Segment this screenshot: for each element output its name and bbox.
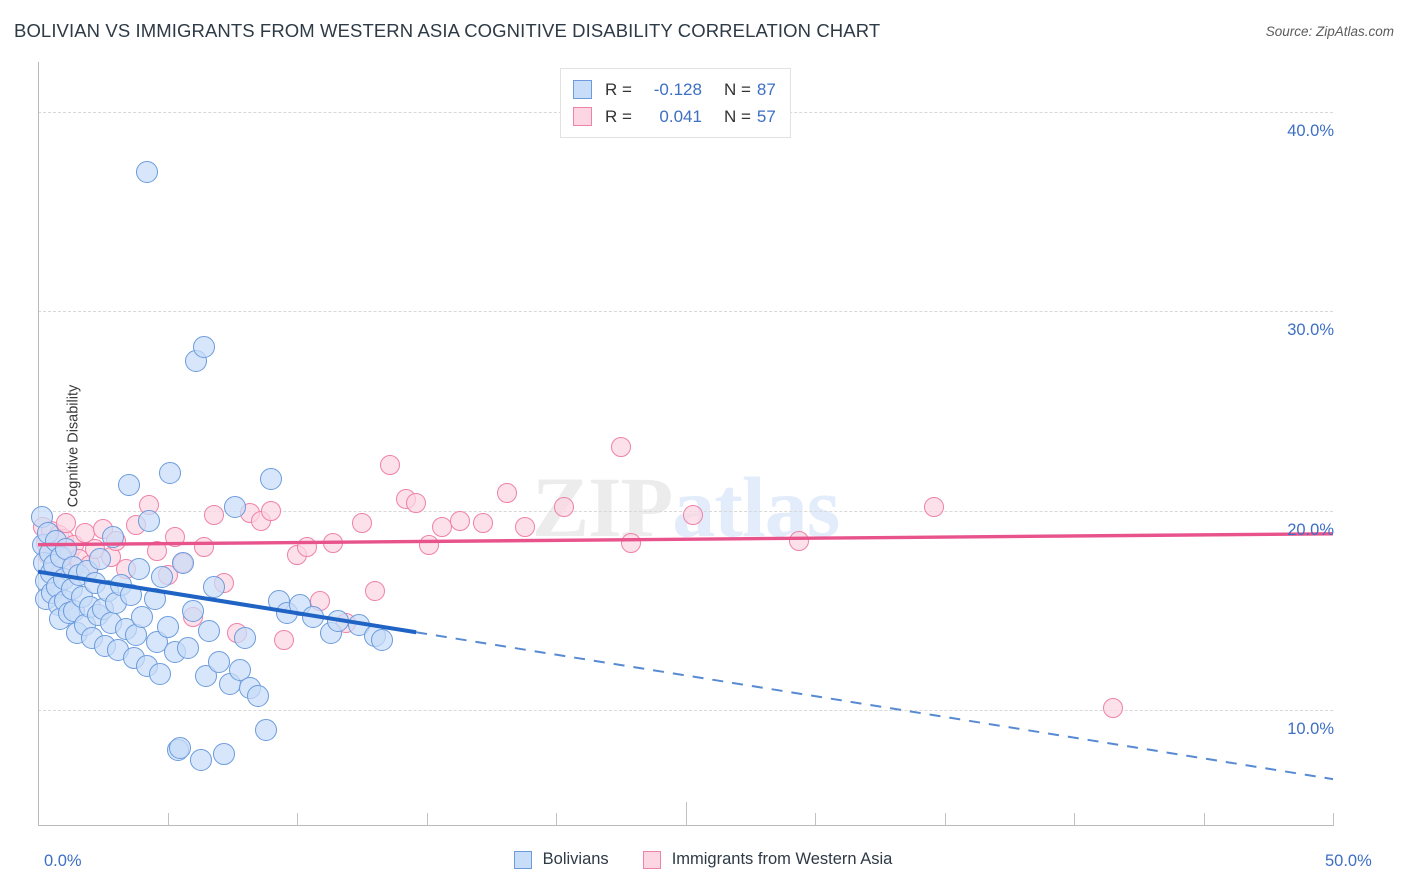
scatter-point[interactable] [169, 737, 192, 760]
scatter-point[interactable] [351, 512, 372, 533]
n-value: 57 [756, 106, 776, 126]
stats-row: R = 0.041 N = 57 [573, 103, 776, 130]
n-label: N = [723, 79, 751, 99]
scatter-point[interactable] [190, 749, 213, 772]
scatter-point[interactable] [496, 482, 517, 503]
scatter-point[interactable] [924, 496, 945, 517]
n-value: 87 [756, 79, 776, 99]
trend-lines [37, 532, 1334, 781]
x-tick-5 [167, 813, 169, 826]
scatter-point[interactable] [553, 496, 574, 517]
scatter-point[interactable] [177, 637, 200, 660]
y-axis-label: 40.0% [1287, 121, 1334, 140]
scatter-point[interactable] [165, 526, 186, 547]
scatter-point[interactable] [56, 512, 77, 533]
correlation-stats-legend: R = -0.128 N = 87 R = 0.041 N = 57 [560, 68, 791, 138]
x-tick-15 [426, 813, 428, 826]
scatter-point[interactable] [172, 551, 195, 574]
legend-swatch-icon [513, 850, 532, 869]
x-tick-25 [685, 802, 687, 826]
x-tick-30 [815, 813, 816, 826]
x-axis-line [38, 825, 1333, 826]
scatter-point[interactable] [473, 512, 494, 533]
r-value: 0.041 [659, 106, 702, 126]
x-axis-max-label: 50.0% [1325, 852, 1372, 870]
scatter-point[interactable] [364, 580, 385, 601]
scatter-point[interactable] [621, 532, 642, 553]
scatter-point[interactable] [89, 547, 112, 570]
x-tick-40 [1074, 813, 1075, 826]
scatter-point[interactable] [156, 615, 179, 638]
plot-area: ZIPatlas 40.0% 30.0% 20.0% 10.0% [30, 62, 1334, 826]
page-title: BOLIVIAN VS IMMIGRANTS FROM WESTERN ASIA… [14, 20, 881, 41]
scatter-point[interactable] [406, 492, 427, 513]
legend-item-bolivians[interactable]: Bolivians [513, 850, 609, 869]
scatter-point[interactable] [208, 651, 231, 674]
y-axis-title: Cognitive Disability [65, 384, 82, 508]
scatter-point[interactable] [203, 575, 226, 598]
scatter-point[interactable] [247, 685, 270, 708]
scatter-point[interactable] [380, 454, 401, 475]
scatter-point[interactable] [450, 510, 471, 531]
scatter-point[interactable] [213, 743, 236, 766]
scatter-point[interactable] [683, 504, 704, 525]
scatter-point[interactable] [274, 630, 295, 651]
scatter-point[interactable] [147, 540, 168, 561]
trend-line-dashed [415, 631, 1334, 781]
scatter-point[interactable] [151, 565, 174, 588]
x-tick-50 [1333, 813, 1334, 826]
scatter-point[interactable] [204, 504, 225, 525]
x-tick-10 [297, 813, 298, 826]
gridline-10 [38, 710, 1333, 712]
bolivians-swatch-icon [573, 80, 592, 99]
scatter-point[interactable] [182, 599, 205, 622]
legend-label: Immigrants from Western Asia [671, 850, 893, 868]
trend-line-solid [37, 569, 417, 635]
r-value: -0.128 [653, 79, 702, 99]
scatter-point[interactable] [789, 530, 810, 551]
y-axis-label: 20.0% [1287, 520, 1334, 539]
scatter-point[interactable] [148, 663, 171, 686]
y-axis-label: 10.0% [1287, 720, 1334, 739]
n-label: N = [723, 106, 751, 126]
scatter-point[interactable] [117, 473, 140, 496]
scatter-point[interactable] [130, 605, 153, 628]
x-tick-35 [944, 813, 946, 826]
scatter-point[interactable] [102, 525, 125, 548]
y-axis-line [38, 62, 39, 826]
y-axis-label: 30.0% [1287, 321, 1334, 340]
x-axis-min-label: 0.0% [44, 852, 82, 870]
scatter-point[interactable] [371, 629, 394, 652]
trend-line-solid [37, 532, 1334, 547]
source-label: Source: ZipAtlas.com [1265, 24, 1394, 39]
gridline-30 [38, 311, 1333, 313]
scatter-point[interactable] [254, 719, 277, 742]
scatter-point[interactable] [197, 619, 220, 642]
stats-row: R = -0.128 N = 87 [573, 76, 776, 103]
scatter-point[interactable] [261, 500, 282, 521]
r-label: R = [605, 106, 632, 126]
r-label: R = [605, 79, 632, 99]
scatter-point[interactable] [192, 336, 215, 359]
scatter-point[interactable] [260, 467, 283, 490]
scatter-point[interactable] [610, 436, 631, 457]
scatter-point[interactable] [135, 160, 158, 183]
series-legend: Bolivians Immigrants from Western Asia [0, 850, 1406, 869]
x-tick-20 [556, 813, 557, 826]
immigrants-swatch-icon [573, 107, 592, 126]
x-tick-45 [1203, 813, 1205, 826]
legend-item-immigrants-western-asia[interactable]: Immigrants from Western Asia [642, 850, 893, 869]
legend-label: Bolivians [542, 850, 609, 868]
scatter-point[interactable] [159, 461, 182, 484]
scatter-point[interactable] [138, 509, 161, 532]
scatter-point[interactable] [1102, 698, 1123, 719]
scatter-point[interactable] [514, 516, 535, 537]
scatter-point[interactable] [234, 627, 257, 650]
scatter-point[interactable] [128, 557, 150, 580]
legend-swatch-icon [642, 850, 661, 869]
scatter-point[interactable] [223, 495, 246, 518]
